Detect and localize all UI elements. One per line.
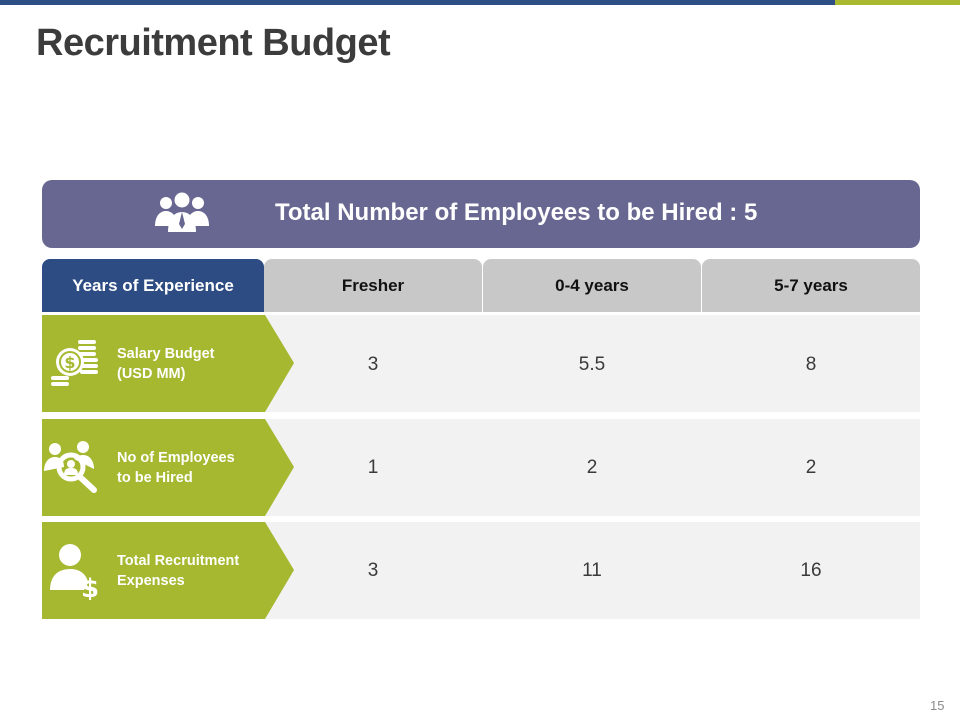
cell-employees-0-4-years: 2 — [586, 457, 598, 478]
top-accent-bar-blue — [0, 0, 835, 5]
row-label-chevron — [42, 315, 294, 412]
cell-expenses-0-4-years: 11 — [582, 560, 602, 581]
top-accent-bar-green — [835, 0, 960, 5]
column-header-fresher: Fresher — [264, 259, 482, 312]
row-label-line2: to be Hired — [117, 470, 193, 486]
people-group-icon — [155, 192, 209, 232]
cell-employees-5-7-years: 2 — [805, 457, 817, 478]
money-coins-icon: $ — [51, 340, 98, 386]
cell-employees-fresher: 1 — [367, 457, 379, 478]
column-header-0-4-years: 0-4 years — [483, 259, 701, 312]
cell-expenses-fresher: 3 — [367, 560, 379, 581]
row-label-total-expenses: Total Recruitment Expenses — [117, 551, 267, 591]
people-search-icon — [44, 441, 97, 493]
row-label-salary-budget: Salary Budget (USD MM) — [117, 344, 267, 384]
total-hired-text: Total Number of Employees to be Hired : … — [275, 199, 758, 226]
row-label-employees-hired: No of Employees to be Hired — [117, 448, 267, 488]
page-number: 15 — [930, 698, 945, 713]
column-header-5-7-years: 5-7 years — [702, 259, 920, 312]
svg-text:$: $ — [64, 353, 75, 372]
cell-salary-fresher: 3 — [367, 354, 379, 375]
svg-text:$: $ — [81, 574, 99, 600]
row-label-line2: Expenses — [117, 573, 185, 589]
row-label-line1: Salary Budget — [117, 346, 215, 362]
cell-expenses-5-7-years: 16 — [800, 560, 822, 581]
cell-salary-5-7-years: 8 — [805, 354, 817, 375]
cell-salary-0-4-years: 5.5 — [578, 354, 606, 375]
row-label-line1: Total Recruitment — [117, 553, 240, 569]
row-label-line1: No of Employees — [117, 450, 235, 466]
row-label-line2: (USD MM) — [117, 366, 186, 382]
slide-title: Recruitment Budget — [36, 22, 391, 64]
years-of-experience-header: Years of Experience — [42, 259, 264, 312]
row-label-chevron — [42, 522, 294, 619]
person-dollar-icon: $ — [50, 544, 99, 600]
